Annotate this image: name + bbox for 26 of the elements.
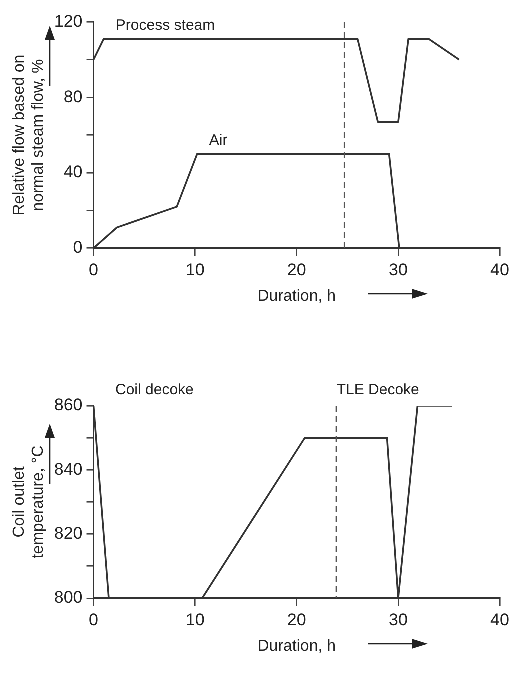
x-tick-label: 10 xyxy=(186,610,205,630)
x-tick-label: 30 xyxy=(388,610,408,630)
series-label: Air xyxy=(209,132,228,149)
y-tick-label: 860 xyxy=(54,396,83,415)
y-axis-title: Relative flow based on normal steam flow, % xyxy=(11,54,48,216)
x-tick-label: 20 xyxy=(287,260,306,280)
y-axis-title: Coil outlet temperature, °C xyxy=(11,446,48,559)
x-tick-label: 40 xyxy=(490,260,510,280)
x-axis-title: Duration, h xyxy=(258,638,336,655)
x-tick-label: 40 xyxy=(490,610,510,630)
x-tick-label: 10 xyxy=(186,260,205,280)
x-axis-title: Duration, h xyxy=(258,288,336,305)
text: Coil decoke xyxy=(116,382,194,399)
y-tick-label: 820 xyxy=(54,524,83,543)
y-tick-label: 80 xyxy=(64,87,83,106)
x-tick-label: 0 xyxy=(89,260,98,280)
y-tick-label: 40 xyxy=(64,162,83,182)
y-tick-label: 840 xyxy=(54,460,83,479)
x-tick-label: 20 xyxy=(287,610,306,630)
series-label: Process steam xyxy=(116,16,216,34)
x-tick-label: 30 xyxy=(388,260,408,280)
x-tick-label: 0 xyxy=(89,610,98,630)
y-tick-label: 0 xyxy=(73,238,83,258)
text: TLE Decoke xyxy=(336,382,420,399)
y-tick-label: 120 xyxy=(54,12,83,31)
y-tick-label: 800 xyxy=(54,588,83,608)
